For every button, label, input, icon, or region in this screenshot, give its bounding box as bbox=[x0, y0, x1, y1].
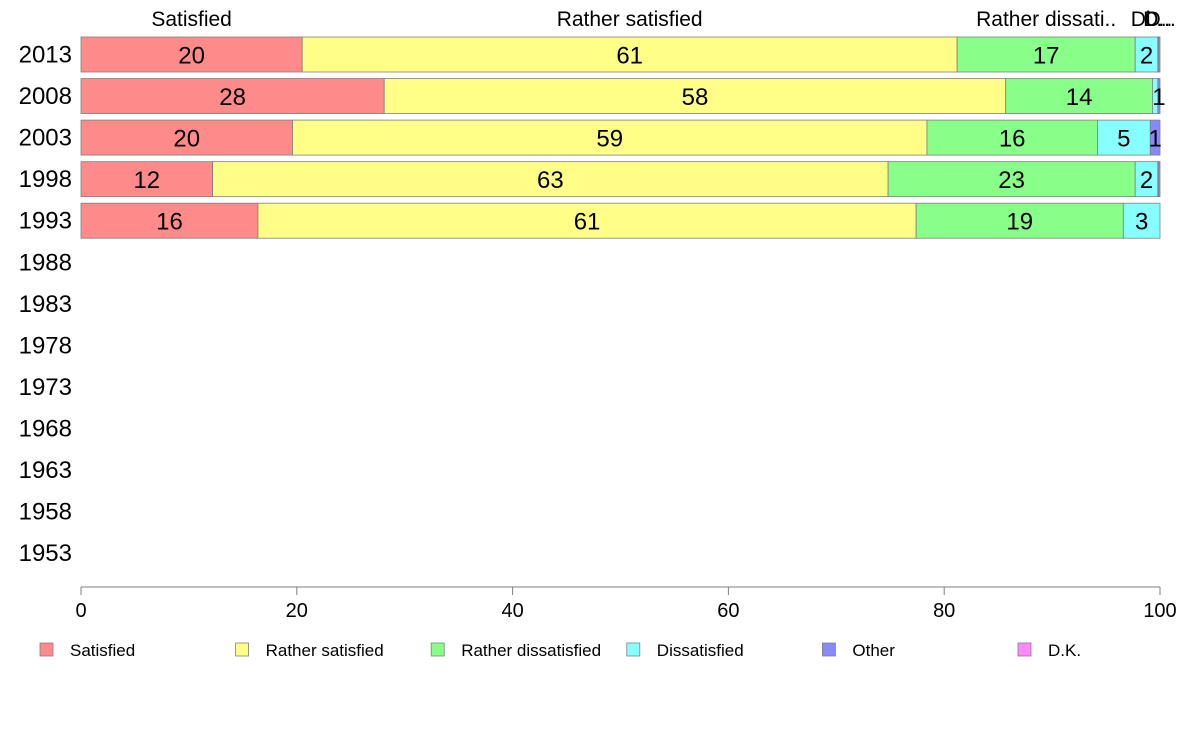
bar-value-label: 61 bbox=[574, 209, 601, 236]
bar-value-label: 1 bbox=[1148, 126, 1161, 153]
bar-value-label: 61 bbox=[616, 43, 643, 70]
bar-segment bbox=[212, 161, 889, 198]
year-label: 2013 bbox=[19, 42, 72, 69]
bar-segment bbox=[1122, 202, 1161, 239]
year-label: 1958 bbox=[19, 499, 72, 526]
bar-value-label: 63 bbox=[537, 167, 564, 194]
x-tick-label: 60 bbox=[717, 600, 739, 622]
legend-swatch bbox=[626, 642, 641, 657]
bar-segment bbox=[926, 119, 1098, 156]
bar-value-label: 58 bbox=[682, 84, 709, 111]
legend-label: D.K. bbox=[1048, 641, 1081, 660]
x-tick-label: 20 bbox=[286, 600, 308, 622]
bar-segment bbox=[956, 36, 1136, 73]
year-label: 1998 bbox=[19, 166, 72, 193]
bar-value-label: 2 bbox=[1140, 167, 1153, 194]
bar-value-label: 19 bbox=[1006, 209, 1033, 236]
bar-segment bbox=[257, 202, 917, 239]
legend: Satisfied Rather satisfied Rather dissatis… bbox=[39, 641, 1081, 660]
legend-swatch bbox=[1017, 642, 1032, 657]
top-category-label: D... bbox=[1143, 8, 1176, 31]
legend-swatch bbox=[822, 642, 836, 657]
legend-label: Other bbox=[852, 641, 895, 660]
legend-label: Satisfied bbox=[70, 641, 135, 660]
bar-segment bbox=[80, 161, 214, 198]
bar-value-label: 16 bbox=[999, 126, 1026, 153]
bar-value-label: 14 bbox=[1066, 84, 1093, 111]
bars bbox=[80, 36, 1161, 239]
bar-segment bbox=[1158, 36, 1161, 73]
bar-value-label: 3 bbox=[1135, 209, 1148, 236]
bar-value-label: 23 bbox=[998, 167, 1025, 194]
x-tick-label: 40 bbox=[501, 600, 523, 622]
bar-value-label: 12 bbox=[133, 167, 160, 194]
bar-segment bbox=[80, 78, 385, 114]
legend-swatch bbox=[235, 642, 250, 657]
bar-segment bbox=[1097, 119, 1151, 156]
year-label: 1983 bbox=[19, 291, 72, 318]
top-category-label: Rather dissati.. bbox=[976, 8, 1116, 31]
legend-label: Rather dissatisfied bbox=[461, 641, 601, 660]
legend-label: Rather satisfied bbox=[266, 641, 384, 660]
bar-segment bbox=[1157, 78, 1161, 114]
bar-segment bbox=[1158, 161, 1161, 198]
x-axis: 0 20 40 60 80 100 bbox=[75, 586, 1177, 622]
year-label: 1993 bbox=[19, 208, 72, 235]
bar-segment bbox=[915, 202, 1124, 239]
year-label: 1953 bbox=[19, 540, 72, 567]
bar-value-label: 59 bbox=[596, 126, 623, 153]
year-label: 1963 bbox=[19, 457, 72, 484]
bar-segment bbox=[80, 119, 293, 156]
year-label: 1978 bbox=[19, 332, 72, 359]
year-axis-labels: 2013 2008 2003 1998 1993 1988 1983 1978 1973 1968… bbox=[19, 42, 72, 568]
bar-value-labels: 20 61 17 2 28 58 14 1 20 59 16 5 1 12 63 23 2 16 61 19 3 bbox=[133, 43, 1165, 236]
bar-segment bbox=[80, 36, 303, 73]
bar-value-label: 17 bbox=[1033, 43, 1060, 70]
legend-swatch bbox=[39, 642, 54, 657]
legend-label: Dissatisfied bbox=[657, 641, 744, 660]
legend-swatch bbox=[430, 642, 445, 657]
year-label: 1973 bbox=[19, 374, 72, 401]
x-tick-label: 100 bbox=[1143, 600, 1176, 622]
top-category-labels: Satisfied Rather satisfied Rather dissati.… bbox=[151, 8, 1175, 31]
year-label: 2008 bbox=[19, 83, 72, 110]
year-label: 2003 bbox=[19, 125, 72, 152]
bar-value-label: 20 bbox=[178, 43, 205, 70]
year-label: 1968 bbox=[19, 415, 72, 442]
top-category-label: Satisfied bbox=[151, 8, 232, 31]
x-tick-label: 0 bbox=[75, 600, 86, 622]
year-label: 1988 bbox=[19, 249, 72, 276]
top-category-label: Rather satisfied bbox=[557, 8, 703, 31]
bar-value-label: 20 bbox=[173, 126, 200, 153]
bar-value-label: 16 bbox=[156, 209, 183, 236]
top-category-label: O.. bbox=[1144, 8, 1172, 31]
bar-value-label: 2 bbox=[1140, 43, 1153, 70]
bar-segment bbox=[80, 202, 259, 239]
bar-value-label: 28 bbox=[219, 84, 246, 111]
bar-value-label: 5 bbox=[1117, 126, 1130, 153]
bar-value-label: 1 bbox=[1152, 84, 1165, 111]
top-category-label: Di.. bbox=[1131, 8, 1163, 31]
x-tick-label: 80 bbox=[933, 600, 955, 622]
bar-segment bbox=[1149, 119, 1161, 156]
bar-segment bbox=[1005, 78, 1153, 114]
